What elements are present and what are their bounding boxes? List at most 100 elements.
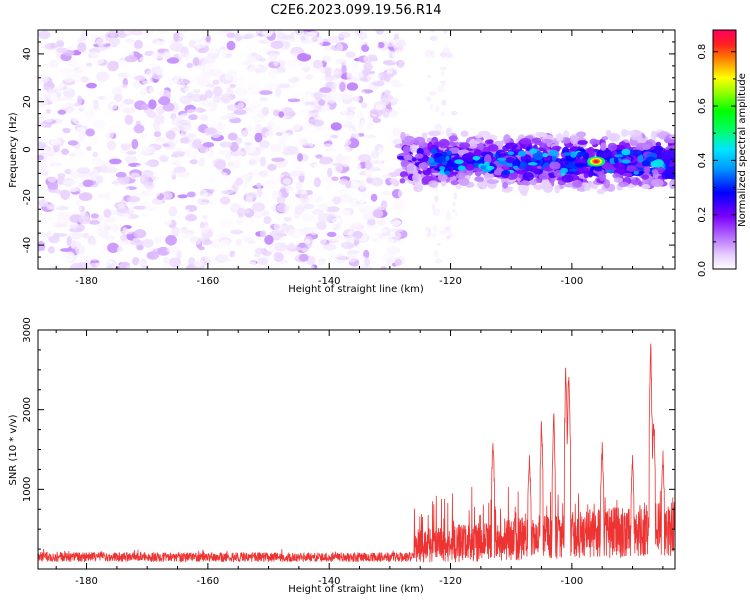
heatmap-cell (227, 160, 234, 167)
heatmap-cell (412, 172, 422, 183)
heatmap-cell (239, 208, 251, 214)
heatmap-cell (356, 163, 362, 170)
heatmap-cell (82, 232, 90, 239)
heatmap-cell (232, 253, 241, 263)
heatmap-cell (245, 191, 258, 199)
heatmap-cell (216, 108, 230, 113)
heatmap-cell (256, 182, 262, 188)
heatmap-cell (267, 69, 277, 79)
heatmap-cell (414, 153, 424, 159)
heatmap-cell (220, 190, 234, 195)
heatmap-cell (382, 190, 391, 196)
heatmap-cell (487, 139, 494, 144)
heatmap-cell (209, 180, 223, 187)
heatmap-cell (202, 142, 215, 148)
heatmap-cell (502, 181, 508, 189)
heatmap-cell (332, 162, 343, 167)
heatmap-cell (85, 138, 98, 146)
heatmap-cell (370, 193, 378, 202)
heatmap-cell (148, 62, 157, 68)
heatmap-cell (226, 104, 240, 111)
heatmap-cell (409, 144, 418, 153)
heatmap-cell (90, 237, 97, 246)
heatmap-y-tick-label: 0 (22, 146, 33, 152)
heatmap-cell (155, 175, 169, 183)
heatmap-cell (281, 34, 294, 40)
heatmap-cell (330, 213, 341, 218)
heatmap-cell (430, 30, 436, 33)
heatmap-cell (372, 208, 384, 219)
heatmap-cell (269, 254, 276, 262)
heatmap-cell (563, 130, 570, 140)
heatmap-cell (49, 256, 56, 267)
heatmap-cell (604, 157, 610, 161)
heatmap-cell (109, 30, 116, 38)
heatmap-cell (259, 97, 268, 102)
heatmap-cell (263, 81, 278, 91)
heatmap-cell (116, 246, 123, 252)
heatmap-cell (218, 254, 231, 263)
heatmap-cell (207, 115, 221, 124)
heatmap-cell (72, 70, 82, 78)
heatmap-cell (139, 174, 149, 185)
heatmap-cell (58, 189, 71, 197)
heatmap-cell (70, 240, 82, 250)
heatmap-cell (241, 50, 247, 55)
heatmap-cell (109, 87, 122, 96)
heatmap-x-tick-label: -100 (561, 276, 584, 287)
heatmap-cell (364, 257, 370, 267)
heatmap-cell (283, 178, 292, 185)
heatmap-cell (72, 147, 84, 157)
heatmap-cell (254, 247, 265, 254)
heatmap-cell (315, 261, 328, 267)
heatmap-cell (193, 75, 207, 82)
heatmap-cell (256, 187, 263, 198)
heatmap-cell (603, 179, 611, 189)
heatmap-cell (299, 62, 313, 69)
heatmap-cell (218, 263, 230, 269)
heatmap-y-ticks: -40 -20 0 20 40 (22, 29, 675, 270)
heatmap-cell (251, 114, 263, 122)
heatmap-cell (531, 137, 542, 143)
heatmap-cell (262, 250, 272, 256)
heatmap-cell (126, 71, 139, 79)
heatmap-cell (456, 172, 466, 180)
heatmap-cell (452, 201, 456, 206)
heatmap-cell (189, 159, 198, 165)
heatmap-cell (61, 148, 70, 155)
heatmap-cell (181, 124, 192, 132)
heatmap-cell (212, 170, 226, 180)
heatmap-cell (543, 156, 551, 161)
snr-x-tick-label: -180 (75, 576, 98, 587)
heatmap-cell (281, 132, 293, 141)
snr-y-label: SNR (10 * v/v) (8, 414, 19, 485)
snr-y-ticks: 1000 2000 3000 (22, 317, 675, 550)
heatmap-cell (594, 166, 603, 172)
heatmap-cell (75, 127, 86, 137)
heatmap-cell (66, 107, 78, 116)
heatmap-cell (38, 162, 49, 173)
heatmap-cell (135, 61, 142, 69)
heatmap-cell (157, 156, 169, 161)
heatmap-cell (353, 182, 360, 187)
heatmap-cell (70, 263, 84, 269)
heatmap-cell (184, 87, 194, 93)
heatmap-cell (92, 157, 104, 167)
heatmap-cell (438, 138, 450, 149)
heatmap-cell (308, 142, 314, 147)
heatmap-cell (131, 138, 139, 150)
heatmap-cell (135, 164, 146, 170)
heatmap-cell (298, 253, 309, 262)
heatmap-cell (153, 210, 161, 214)
heatmap-cell (107, 242, 120, 253)
heatmap-cell (651, 169, 658, 174)
heatmap-cell (256, 44, 263, 49)
heatmap-cell (94, 107, 102, 116)
heatmap-cell (57, 104, 71, 108)
heatmap-cell (156, 30, 169, 35)
heatmap-cell (141, 80, 152, 85)
heatmap-cell (390, 184, 396, 190)
heatmap-cell (389, 177, 397, 184)
heatmap-cell (507, 151, 515, 155)
